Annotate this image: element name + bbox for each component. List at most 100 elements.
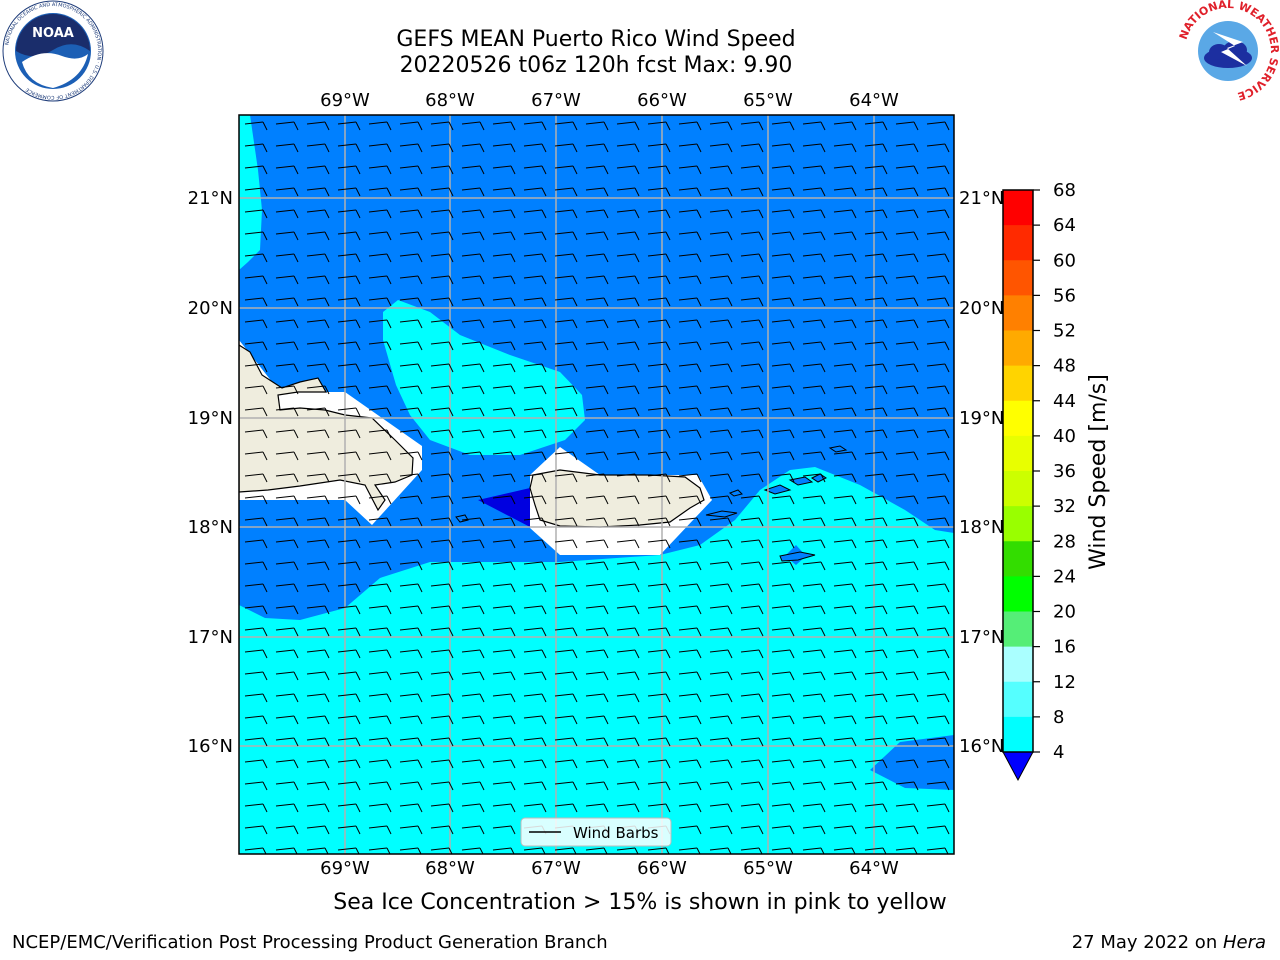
colorbar-tick-label: 60 bbox=[1053, 250, 1076, 271]
wind-barb bbox=[554, 847, 577, 854]
wind-barb bbox=[895, 209, 919, 219]
wind-barb bbox=[616, 429, 640, 439]
wind-barb bbox=[337, 363, 361, 373]
lon-label-bottom: 64°W bbox=[849, 858, 899, 879]
wind-barb bbox=[399, 429, 423, 439]
wind-barb bbox=[461, 319, 485, 329]
wind-barb bbox=[709, 671, 733, 681]
wind-barb bbox=[399, 517, 423, 527]
wind-barb bbox=[740, 121, 764, 131]
wind-barb bbox=[337, 407, 361, 417]
colorbar-segment bbox=[1003, 190, 1033, 226]
wind-barb bbox=[399, 407, 423, 417]
wind-barb bbox=[399, 561, 423, 571]
colorbar-tick-label: 64 bbox=[1053, 215, 1076, 236]
wind-barb bbox=[368, 451, 392, 461]
colorbar-segment bbox=[1003, 681, 1033, 718]
wind-barb bbox=[926, 627, 950, 637]
wind-barb bbox=[585, 737, 609, 747]
wind-barb bbox=[740, 187, 764, 197]
wind-barb bbox=[306, 737, 330, 747]
wind-barb bbox=[802, 759, 826, 769]
wind-barb bbox=[678, 803, 702, 813]
wind-barb bbox=[368, 693, 392, 703]
wind-barb bbox=[306, 583, 330, 593]
wind-barb bbox=[647, 671, 671, 681]
wind-barb bbox=[275, 671, 299, 681]
wind-barb bbox=[771, 275, 795, 285]
wind-barb bbox=[709, 583, 733, 593]
wind-barb bbox=[771, 121, 795, 131]
wind-barb bbox=[647, 187, 671, 197]
wind-barb bbox=[771, 715, 795, 725]
wind-barb bbox=[244, 825, 268, 835]
wind-barb bbox=[554, 451, 578, 461]
wind-barb bbox=[647, 781, 671, 791]
wind-barb bbox=[647, 165, 671, 175]
wind-barb bbox=[461, 759, 485, 769]
wind-barb bbox=[616, 737, 640, 747]
wind-barb bbox=[306, 539, 330, 549]
wind-barb bbox=[337, 539, 361, 549]
wind-barb bbox=[430, 715, 454, 725]
wind-barb bbox=[926, 737, 950, 747]
wind-barb bbox=[275, 451, 299, 461]
wind-barb bbox=[740, 297, 764, 307]
wind-barb bbox=[306, 693, 330, 703]
wind-barb bbox=[306, 803, 330, 813]
wind-barb bbox=[337, 803, 361, 813]
wind-barb bbox=[833, 275, 857, 285]
wind-barb bbox=[647, 297, 671, 307]
wind-barb bbox=[244, 209, 268, 219]
wind-barb bbox=[709, 209, 733, 219]
wind-barb bbox=[461, 561, 485, 571]
wind-barb bbox=[833, 253, 857, 263]
wind-barb bbox=[740, 759, 764, 769]
wind-barb bbox=[368, 671, 392, 681]
wind-barb bbox=[926, 605, 950, 615]
wind-barb bbox=[833, 517, 857, 527]
wind-barb bbox=[244, 451, 268, 461]
wind-barb bbox=[864, 121, 888, 131]
wind-barb bbox=[306, 495, 330, 505]
wind-barb bbox=[554, 275, 578, 285]
wind-barb bbox=[802, 341, 826, 351]
wind-barb bbox=[678, 451, 702, 461]
wind-barb bbox=[926, 209, 950, 219]
wind-barb bbox=[895, 165, 919, 175]
wind-barb bbox=[647, 759, 671, 769]
wind-barb bbox=[337, 473, 361, 483]
wind-barb bbox=[275, 253, 299, 263]
wind-barb bbox=[368, 187, 392, 197]
wind-barb bbox=[771, 385, 795, 395]
wind-barb bbox=[740, 737, 764, 747]
wind-barb bbox=[492, 385, 516, 395]
wind-barb bbox=[771, 671, 795, 681]
wind-barb bbox=[833, 165, 857, 175]
wind-barb bbox=[585, 165, 609, 175]
wind-barb bbox=[399, 539, 423, 549]
wind-barb bbox=[492, 759, 516, 769]
wind-barb bbox=[926, 803, 950, 813]
wind-barb bbox=[492, 737, 516, 747]
wind-barb bbox=[461, 539, 485, 549]
wind-barb bbox=[616, 517, 640, 527]
wind-barb bbox=[833, 231, 857, 241]
wind-barb bbox=[678, 407, 702, 417]
wind-barb bbox=[430, 517, 454, 527]
wind-barb bbox=[647, 715, 671, 725]
wind-barb bbox=[678, 429, 702, 439]
wind-barb bbox=[926, 649, 950, 659]
wind-barb bbox=[678, 715, 702, 725]
wind-barb bbox=[368, 341, 392, 351]
wind-barb bbox=[306, 825, 330, 835]
wind-barb bbox=[678, 297, 702, 307]
wind-barb bbox=[616, 803, 640, 813]
wind-barb bbox=[678, 187, 702, 197]
wind-barb bbox=[802, 363, 826, 373]
wind-barb bbox=[833, 737, 857, 747]
wind-barb bbox=[709, 451, 733, 461]
wind-barb bbox=[864, 583, 888, 593]
wind-barb bbox=[740, 803, 764, 813]
wind-barb bbox=[895, 451, 919, 461]
